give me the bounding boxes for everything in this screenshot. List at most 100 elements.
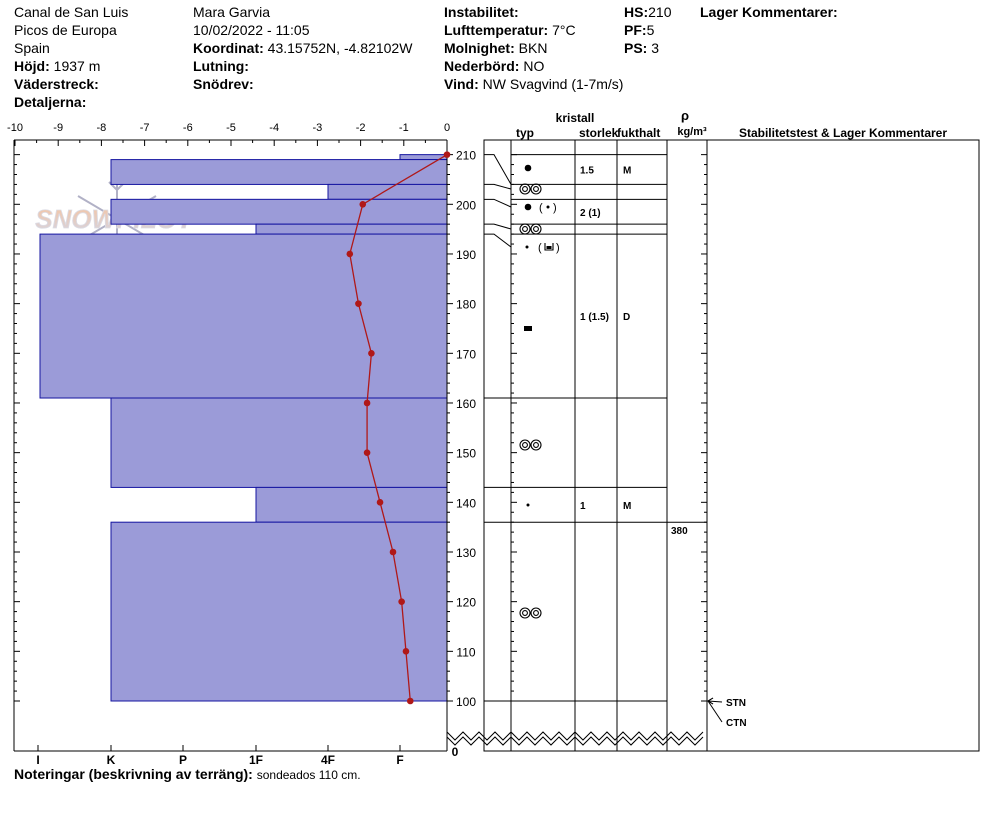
height-tick-label: 140: [456, 496, 476, 510]
country: Spain: [14, 40, 50, 56]
ground-break-zigzag: [446, 736, 704, 746]
height-tick-label: 190: [456, 248, 476, 262]
height-tick-label: 150: [456, 447, 476, 461]
temp-tick-label: -4: [269, 122, 279, 134]
rho-header: ρ: [681, 108, 689, 123]
temp-tick-label: -2: [356, 122, 366, 134]
pf-label: PF:: [624, 22, 647, 38]
layer-rows: 1.5 M 2 (1) 1 (1.5) D 1 M 380: [511, 154, 707, 702]
rounded-grain-icon: [524, 164, 532, 172]
svg-text:(: (: [538, 242, 542, 254]
details-label: Detaljerna:: [14, 94, 87, 110]
hardness-tick-label: 4F: [321, 753, 335, 767]
hardness-tick-label: 1F: [249, 753, 263, 767]
melt-cluster-icon: [519, 439, 542, 451]
temperature-point: [406, 697, 414, 705]
clouds-label: Molnighet:: [444, 40, 515, 56]
ground-break-zigzag: [446, 731, 704, 741]
instability-label: Instabilitet:: [444, 4, 519, 20]
elevation-label: Höjd:: [14, 58, 50, 74]
rounded-grain-secondary-icon: ( ): [524, 202, 557, 214]
temp-tick-label: -5: [226, 122, 236, 134]
temp-tick-label: -7: [140, 122, 150, 134]
melt-cluster-icon: [519, 607, 542, 619]
height-tick-label: 120: [456, 596, 476, 610]
terrain-notes: Noteringar (beskrivning av terräng): son…: [14, 766, 361, 782]
temp-tick-label: -9: [53, 122, 63, 134]
clouds-value: BKN: [518, 40, 548, 56]
temperature-point: [359, 201, 367, 208]
hardness-tick-label: I: [36, 753, 39, 767]
hardness-layer-bar: [110, 397, 448, 488]
ice-formation-icon: [524, 326, 532, 331]
coordinate-label: Koordinat:: [193, 40, 264, 56]
melt-cluster-icon: [519, 223, 542, 235]
moisture-cell: M: [623, 166, 631, 177]
hardness-bars: [39, 154, 448, 702]
crystal-symbols: ( ) ( ): [519, 164, 560, 619]
precipitation-particle-icon: ( ): [525, 242, 560, 254]
melt-cluster-icon: [519, 183, 542, 195]
notes-label: Noteringar (beskrivning av terräng):: [14, 766, 253, 782]
aspect-label: Väderstreck:: [14, 76, 99, 92]
temperature-point: [443, 151, 451, 158]
stability-header: Stabilitetstest & Lager Kommentarer: [739, 126, 947, 140]
table-frame: [483, 139, 980, 752]
height-tick-label: 100: [456, 695, 476, 709]
height-tick-label: 130: [456, 546, 476, 560]
temp-tick-label: -6: [183, 122, 193, 134]
pf-value: 5: [646, 22, 655, 38]
temperature-point: [368, 350, 375, 357]
grain-size-cell: 1: [580, 501, 586, 512]
hs-value: 210: [648, 4, 672, 20]
size-header: storlek: [579, 126, 619, 140]
grain-size-cell: 1 (1.5): [580, 312, 609, 323]
temp-tick-label: -10: [7, 122, 23, 134]
hardness-tick-label: K: [107, 753, 116, 767]
snowpit-header: Canal de San Luis Picos de Europa Spain …: [0, 0, 994, 115]
layer-comments-label: Lager Kommentarer:: [700, 4, 838, 20]
moisture-cell: M: [623, 501, 631, 512]
temperature-point: [363, 449, 371, 456]
notes-value: sondeados 110 cm.: [256, 768, 361, 782]
height-tick-label: 210: [456, 149, 476, 163]
crystal-header: kristall: [556, 111, 595, 125]
hardness-layer-bar: [255, 486, 448, 523]
height-tick-label: 170: [456, 347, 476, 361]
ps-value: 3: [651, 40, 660, 56]
hardness-tick-label: F: [396, 753, 403, 767]
height-tick-label: 110: [456, 645, 475, 659]
location-name: Canal de San Luis: [14, 4, 129, 20]
air-temp-value: 7°C: [552, 22, 576, 38]
stability-test-label: CTN: [726, 718, 747, 729]
height-tick-label: 180: [456, 298, 476, 312]
grain-size-cell: 1.5: [580, 166, 594, 177]
height-tick-label: 200: [456, 198, 476, 212]
stability-pointer: [707, 700, 723, 703]
precip-label: Nederbörd:: [444, 58, 520, 74]
temp-tick-label: -8: [97, 122, 107, 134]
height-tick-label: 160: [456, 397, 476, 411]
temperature-point: [355, 300, 362, 307]
elevation-value: 1937 m: [53, 58, 101, 74]
hardness-layer-bar: [255, 223, 448, 235]
layer-connectors: [484, 154, 512, 702]
temperature-axis: -10 -9 -8 -7 -6 -5 -4 -3 -2 -1 0: [7, 122, 450, 146]
layer-connector: [484, 154, 512, 185]
stability-tests: STN CTN: [707, 697, 747, 729]
hardness-layer-bar: [110, 159, 448, 185]
ps-label: PS:: [624, 40, 648, 56]
layer-connector: [484, 198, 512, 208]
stability-pointer: [707, 700, 723, 723]
stability-arrow-icon: [707, 697, 714, 705]
temp-tick-label: -3: [313, 122, 323, 134]
wind-value: NW Svagvind (1-7m/s): [482, 76, 624, 92]
hardness-axis: I K P 1F 4F F: [36, 745, 404, 767]
layer-connector: [484, 233, 512, 248]
temperature-profile: [346, 151, 451, 705]
elevation: Höjd: 1937 m: [14, 57, 100, 75]
temp-tick-label: -1: [399, 122, 409, 134]
moisture-cell: D: [623, 312, 630, 323]
coordinate-value: 43.15752N, -4.82102W: [267, 40, 413, 56]
